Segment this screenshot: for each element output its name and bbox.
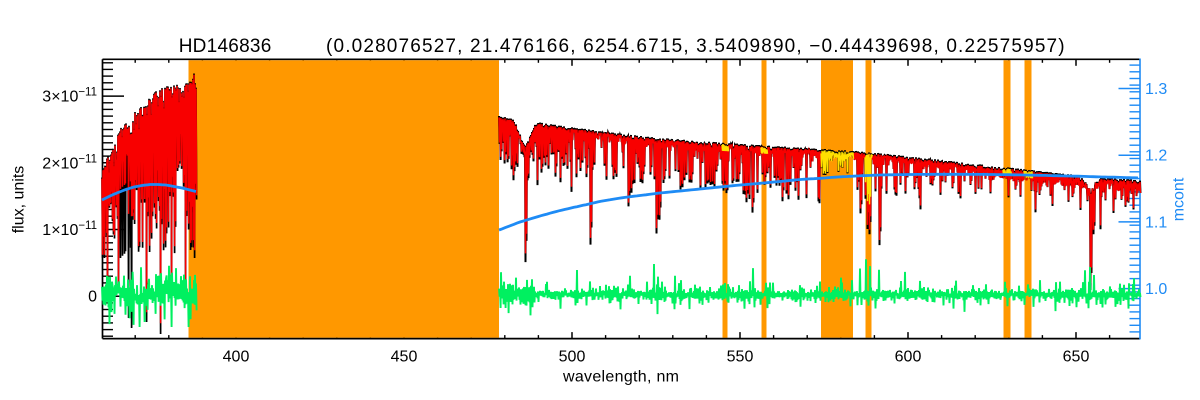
- svg-text:550: 550: [727, 349, 754, 366]
- svg-text:0: 0: [88, 289, 97, 306]
- svg-text:1.0: 1.0: [1145, 281, 1167, 298]
- svg-text:600: 600: [895, 349, 922, 366]
- svg-text:450: 450: [391, 349, 418, 366]
- svg-text:flux, units: flux, units: [11, 166, 28, 234]
- svg-text:HD146836: HD146836: [179, 36, 272, 57]
- svg-text:(0.028076527, 21.476166, 6254.: (0.028076527, 21.476166, 6254.6715, 3.54…: [326, 36, 1065, 57]
- svg-text:500: 500: [559, 349, 586, 366]
- svg-text:650: 650: [1063, 349, 1090, 366]
- svg-text:1.1: 1.1: [1145, 214, 1167, 231]
- svg-text:1.2: 1.2: [1145, 148, 1167, 165]
- svg-text:400: 400: [223, 349, 250, 366]
- svg-text:1.3: 1.3: [1145, 81, 1167, 98]
- svg-text:mcont: mcont: [1171, 177, 1188, 221]
- svg-text:wavelength, nm: wavelength, nm: [562, 369, 679, 386]
